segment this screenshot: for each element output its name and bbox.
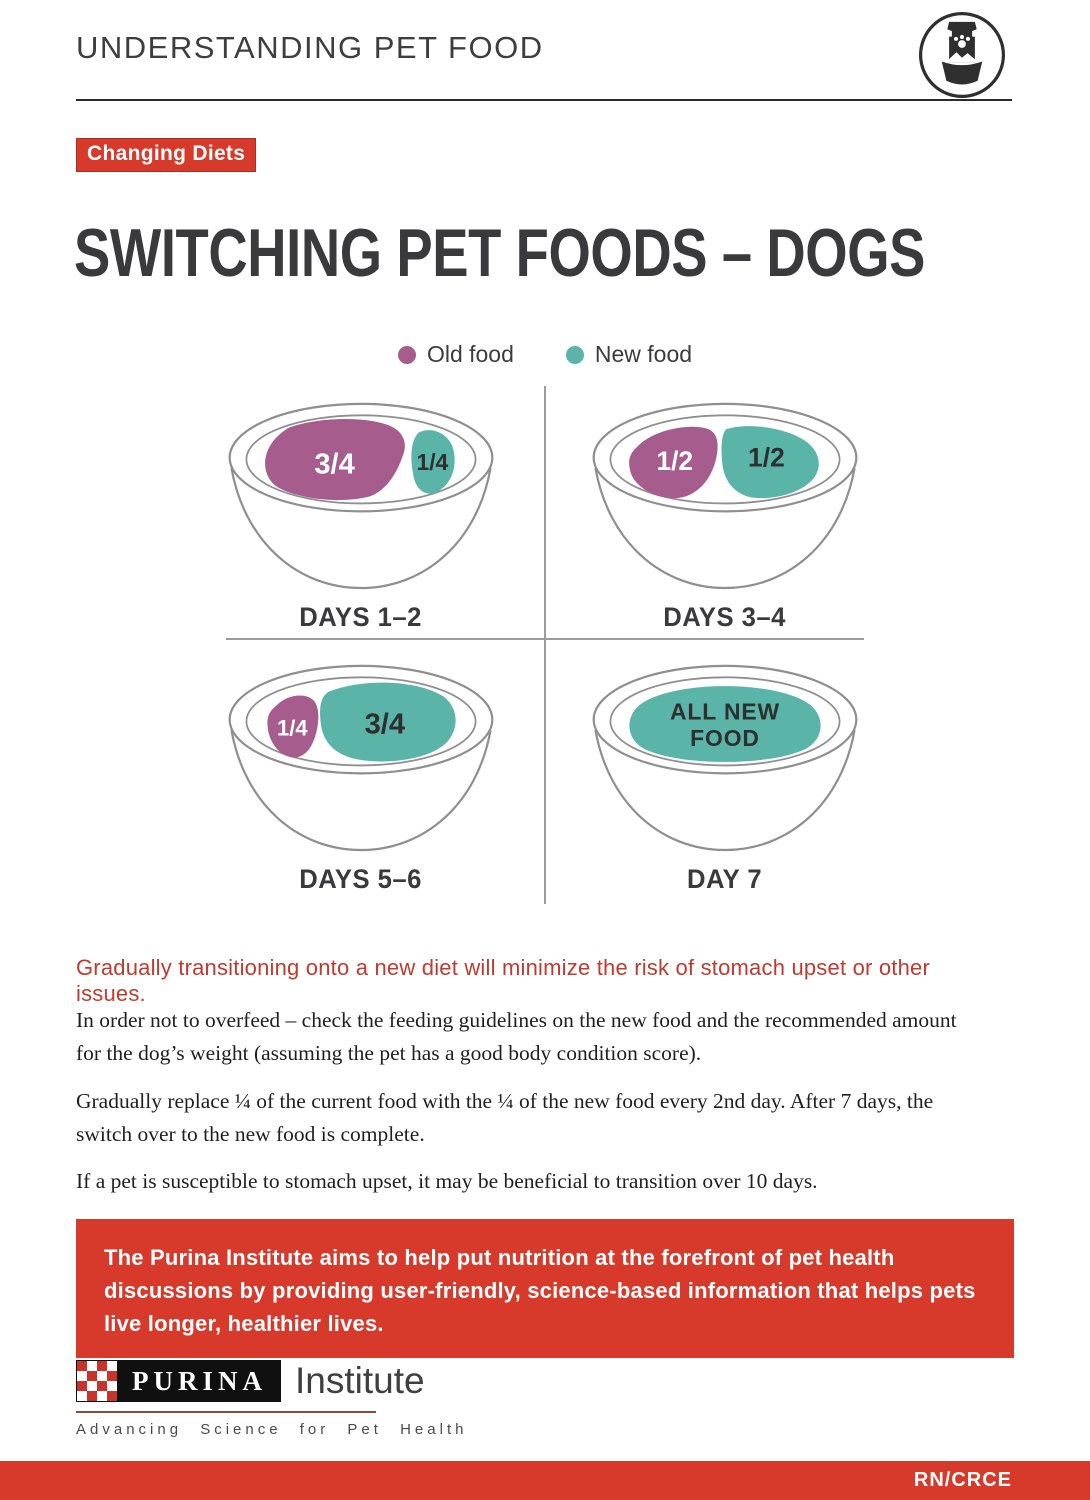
- paragraph-replace-quarter: Gradually replace ¼ of the current food …: [76, 1088, 934, 1146]
- legend-item-new-food: New food: [565, 341, 693, 368]
- bowl-caption-days-3-4: DAYS 3–4: [663, 602, 786, 632]
- all-new-food-label-line1: ALL NEW: [669, 699, 779, 725]
- old-food-portion: [264, 419, 405, 501]
- legend-old-label: Old food: [426, 341, 514, 367]
- new-food-portion: [628, 686, 821, 762]
- footer-code: RN/CRCE: [913, 1469, 1012, 1491]
- bowl-caption-days-5-6: DAYS 5–6: [299, 864, 422, 894]
- new-food-fraction-label: 3/4: [364, 709, 405, 741]
- grid-horizontal-divider: [226, 638, 864, 640]
- header-divider: [76, 99, 1012, 101]
- purina-brand-text: PURINA: [132, 1365, 267, 1396]
- new-food-fraction-label: 1/4: [416, 449, 448, 475]
- legend-new-label: New food: [594, 341, 693, 367]
- footer-bar: RN/CRCE: [0, 1461, 1090, 1500]
- page-header-title: UNDERSTANDING PET FOOD: [76, 30, 544, 65]
- paragraph-overfeed: In order not to overfeed – check the fee…: [76, 1008, 957, 1066]
- new-food-dot-icon: [565, 345, 584, 364]
- logo-tagline: Advancing Science for Pet Health: [76, 1421, 468, 1438]
- new-food-portion: [319, 682, 456, 762]
- transition-diagram: 3/4 1/4 DAYS 1–2 1/2 1/2 DAYS 3–4: [76, 386, 1014, 904]
- bowl-panel-days-5-6: 1/4 3/4 DAYS 5–6: [126, 656, 595, 895]
- purina-wordmark-box: PURINA: [118, 1360, 281, 1402]
- bowl-caption-days-1-2: DAYS 1–2: [299, 602, 422, 632]
- section-badge: Changing Diets: [76, 138, 257, 172]
- legend: Old food New food: [0, 341, 1090, 368]
- bowl-panel-days-3-4: 1/2 1/2 DAYS 3–4: [490, 394, 959, 633]
- logo-divider: [76, 1411, 376, 1413]
- new-food-fraction-label: 1/2: [748, 442, 785, 472]
- highlight-text: Gradually transitioning onto a new diet …: [76, 955, 930, 1006]
- old-food-portion: [628, 426, 718, 499]
- purina-institute-logo: PURINA Institute Advancing Science for P…: [76, 1360, 467, 1438]
- old-food-portion: [266, 695, 318, 758]
- old-food-dot-icon: [397, 345, 416, 364]
- pet-food-bag-bowl-icon: [916, 8, 1008, 107]
- bowl-caption-day-7: DAY 7: [686, 864, 763, 894]
- bowl-days-5-6-icon: 1/4 3/4: [228, 664, 493, 852]
- legend-item-old-food: Old food: [397, 341, 514, 368]
- all-new-food-label-line2: FOOD: [690, 725, 760, 751]
- old-food-fraction-label: 1/4: [276, 715, 307, 740]
- old-food-fraction-label: 1/2: [656, 446, 693, 476]
- page-title: SWITCHING PET FOODS – DOGS: [74, 215, 925, 291]
- bowl-panel-days-1-2: 3/4 1/4 DAYS 1–2: [126, 394, 595, 633]
- paragraph-stomach-upset: If a pet is susceptible to stomach upset…: [76, 1169, 818, 1194]
- body-copy: In order not to overfeed – check the fee…: [76, 1004, 984, 1213]
- new-food-portion: [721, 426, 819, 499]
- old-food-fraction-label: 3/4: [314, 448, 355, 480]
- bowl-day-7-icon: ALL NEW FOOD: [592, 664, 857, 852]
- grid-vertical-divider: [544, 386, 546, 904]
- bowl-days-3-4-icon: 1/2 1/2: [592, 402, 857, 590]
- institute-text: Institute: [295, 1360, 425, 1401]
- mission-statement-box: The Purina Institute aims to help put nu…: [76, 1219, 1014, 1358]
- bowl-days-1-2-icon: 3/4 1/4: [228, 402, 493, 590]
- bowl-panel-day-7: ALL NEW FOOD DAY 7: [490, 656, 959, 895]
- new-food-portion: [410, 430, 455, 494]
- purina-checkerboard-icon: [76, 1360, 118, 1402]
